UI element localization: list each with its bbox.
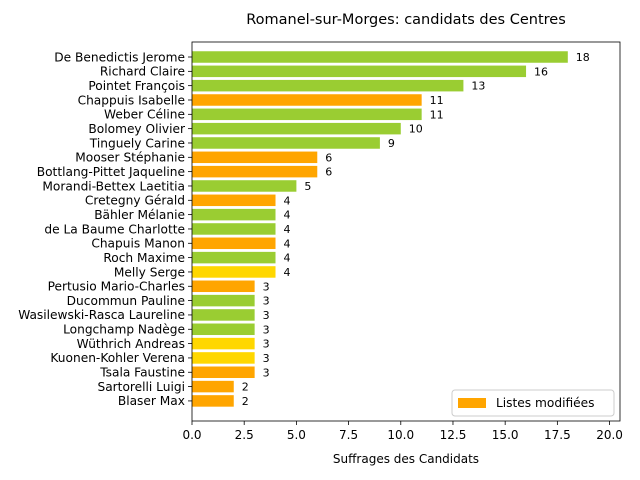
y-tick-label: Tinguely Carine: [89, 136, 185, 150]
bar-value-label: 10: [409, 123, 423, 136]
bar-value-label: 4: [284, 194, 291, 207]
bar-value-label: 3: [263, 295, 270, 308]
bar-value-label: 16: [534, 65, 548, 78]
bar-value-label: 3: [263, 280, 270, 293]
legend-box: [451, 389, 615, 417]
bar: [192, 151, 318, 164]
bar-value-label: 4: [284, 237, 291, 250]
y-tick-label: Ducommun Pauline: [67, 294, 185, 308]
bar: [192, 266, 276, 278]
y-tick-label: Bottlang-Pittet Jaqueline: [37, 165, 185, 179]
x-tick-label: 20.0: [596, 428, 623, 442]
legend-label: Listes modifiées: [496, 396, 595, 410]
y-tick-label: De Benedictis Jerome: [54, 50, 185, 64]
y-tick-label: Sartorelli Luigi: [97, 380, 185, 394]
bar: [192, 395, 234, 407]
bar: [192, 79, 464, 92]
bar: [192, 194, 276, 207]
bar: [192, 366, 255, 379]
bar: [192, 180, 297, 192]
chart-title: Romanel-sur-Morges: candidats des Centre…: [246, 12, 566, 28]
y-tick-label: Blaser Max: [118, 394, 185, 408]
y-tick-label: Pertusio Mario-Charles: [48, 280, 185, 294]
y-tick-label: Chappuis Isabelle: [78, 93, 185, 107]
y-tick-label: Morandi-Bettex Laetitia: [42, 179, 185, 193]
x-tick-label: 5.0: [287, 428, 306, 442]
bar-value-label: 4: [284, 209, 291, 222]
bar: [192, 137, 380, 149]
bar-value-label: 6: [325, 151, 332, 164]
bar: [192, 280, 255, 293]
x-tick-label: 15.0: [492, 428, 519, 442]
y-tick-label: Roch Maxime: [103, 251, 185, 265]
bar: [192, 165, 318, 178]
bar-value-label: 3: [263, 338, 270, 351]
x-tick-label: 12.5: [440, 428, 467, 442]
x-tick-label: 2.5: [235, 428, 254, 442]
bar: [192, 94, 422, 106]
legend: Listes modifiées: [451, 389, 615, 417]
x-tick-label: 7.5: [339, 428, 358, 442]
y-tick-label: de La Baume Charlotte: [44, 222, 185, 236]
bar-value-label: 13: [471, 80, 485, 93]
bar: [192, 251, 276, 264]
bar: [192, 51, 568, 63]
y-tick-label: Wüthrich Andreas: [77, 337, 185, 351]
bar: [192, 323, 255, 336]
y-tick-label: Kuonen-Kohler Verena: [50, 351, 185, 365]
bar-value-label: 4: [284, 223, 291, 236]
plot-frame: [191, 41, 621, 422]
bar-value-label: 18: [576, 51, 590, 64]
x-tick-label: 17.5: [544, 428, 571, 442]
bar-value-label: 5: [304, 180, 311, 193]
bar-value-label: 6: [325, 166, 332, 179]
bar: [192, 122, 401, 135]
y-tick-label: Mooser Stéphanie: [75, 151, 185, 165]
y-tick-label: Pointet François: [88, 79, 185, 93]
bar-value-label: 2: [242, 395, 249, 408]
bar: [192, 294, 255, 307]
bar-value-label: 9: [388, 137, 395, 150]
y-tick-label: Bolomey Olivier: [88, 122, 186, 136]
bar: [192, 352, 255, 364]
bar-value-label: 2: [242, 381, 249, 394]
x-tick-label: 0.0: [182, 428, 201, 442]
bar-value-label: 4: [284, 252, 291, 265]
bar-value-label: 3: [263, 323, 270, 336]
bar-value-label: 3: [263, 352, 270, 365]
y-tick-label: Weber Céline: [104, 108, 185, 122]
y-tick-label: Cretegny Gérald: [85, 194, 185, 208]
bar-value-label: 4: [284, 266, 291, 279]
bar-value-label: 3: [263, 366, 270, 379]
bar: [192, 223, 276, 235]
bar-value-label: 11: [430, 94, 444, 107]
bar-value-label: 11: [430, 108, 444, 121]
x-axis-label: Suffrages des Candidats: [333, 452, 479, 466]
bar: [192, 65, 527, 78]
y-tick-label: Tsala Faustine: [99, 366, 185, 380]
y-tick-label: Richard Claire: [100, 65, 185, 79]
bar: [192, 208, 276, 221]
y-tick-label: Bähler Mélanie: [94, 208, 185, 222]
y-tick-label: Melly Serge: [114, 265, 185, 279]
x-tick-label: 10.0: [387, 428, 414, 442]
bar: [192, 337, 255, 350]
bar: [192, 108, 422, 121]
bar: [192, 237, 276, 250]
bar: [192, 380, 234, 393]
y-tick-label: Wasilewski-Rasca Laureline: [18, 308, 185, 322]
y-tick-label: Chapuis Manon: [91, 237, 185, 251]
bar: [192, 309, 255, 321]
bar-value-label: 3: [263, 309, 270, 322]
legend-swatch: [458, 398, 486, 408]
y-tick-label: Longchamp Nadège: [63, 323, 185, 337]
